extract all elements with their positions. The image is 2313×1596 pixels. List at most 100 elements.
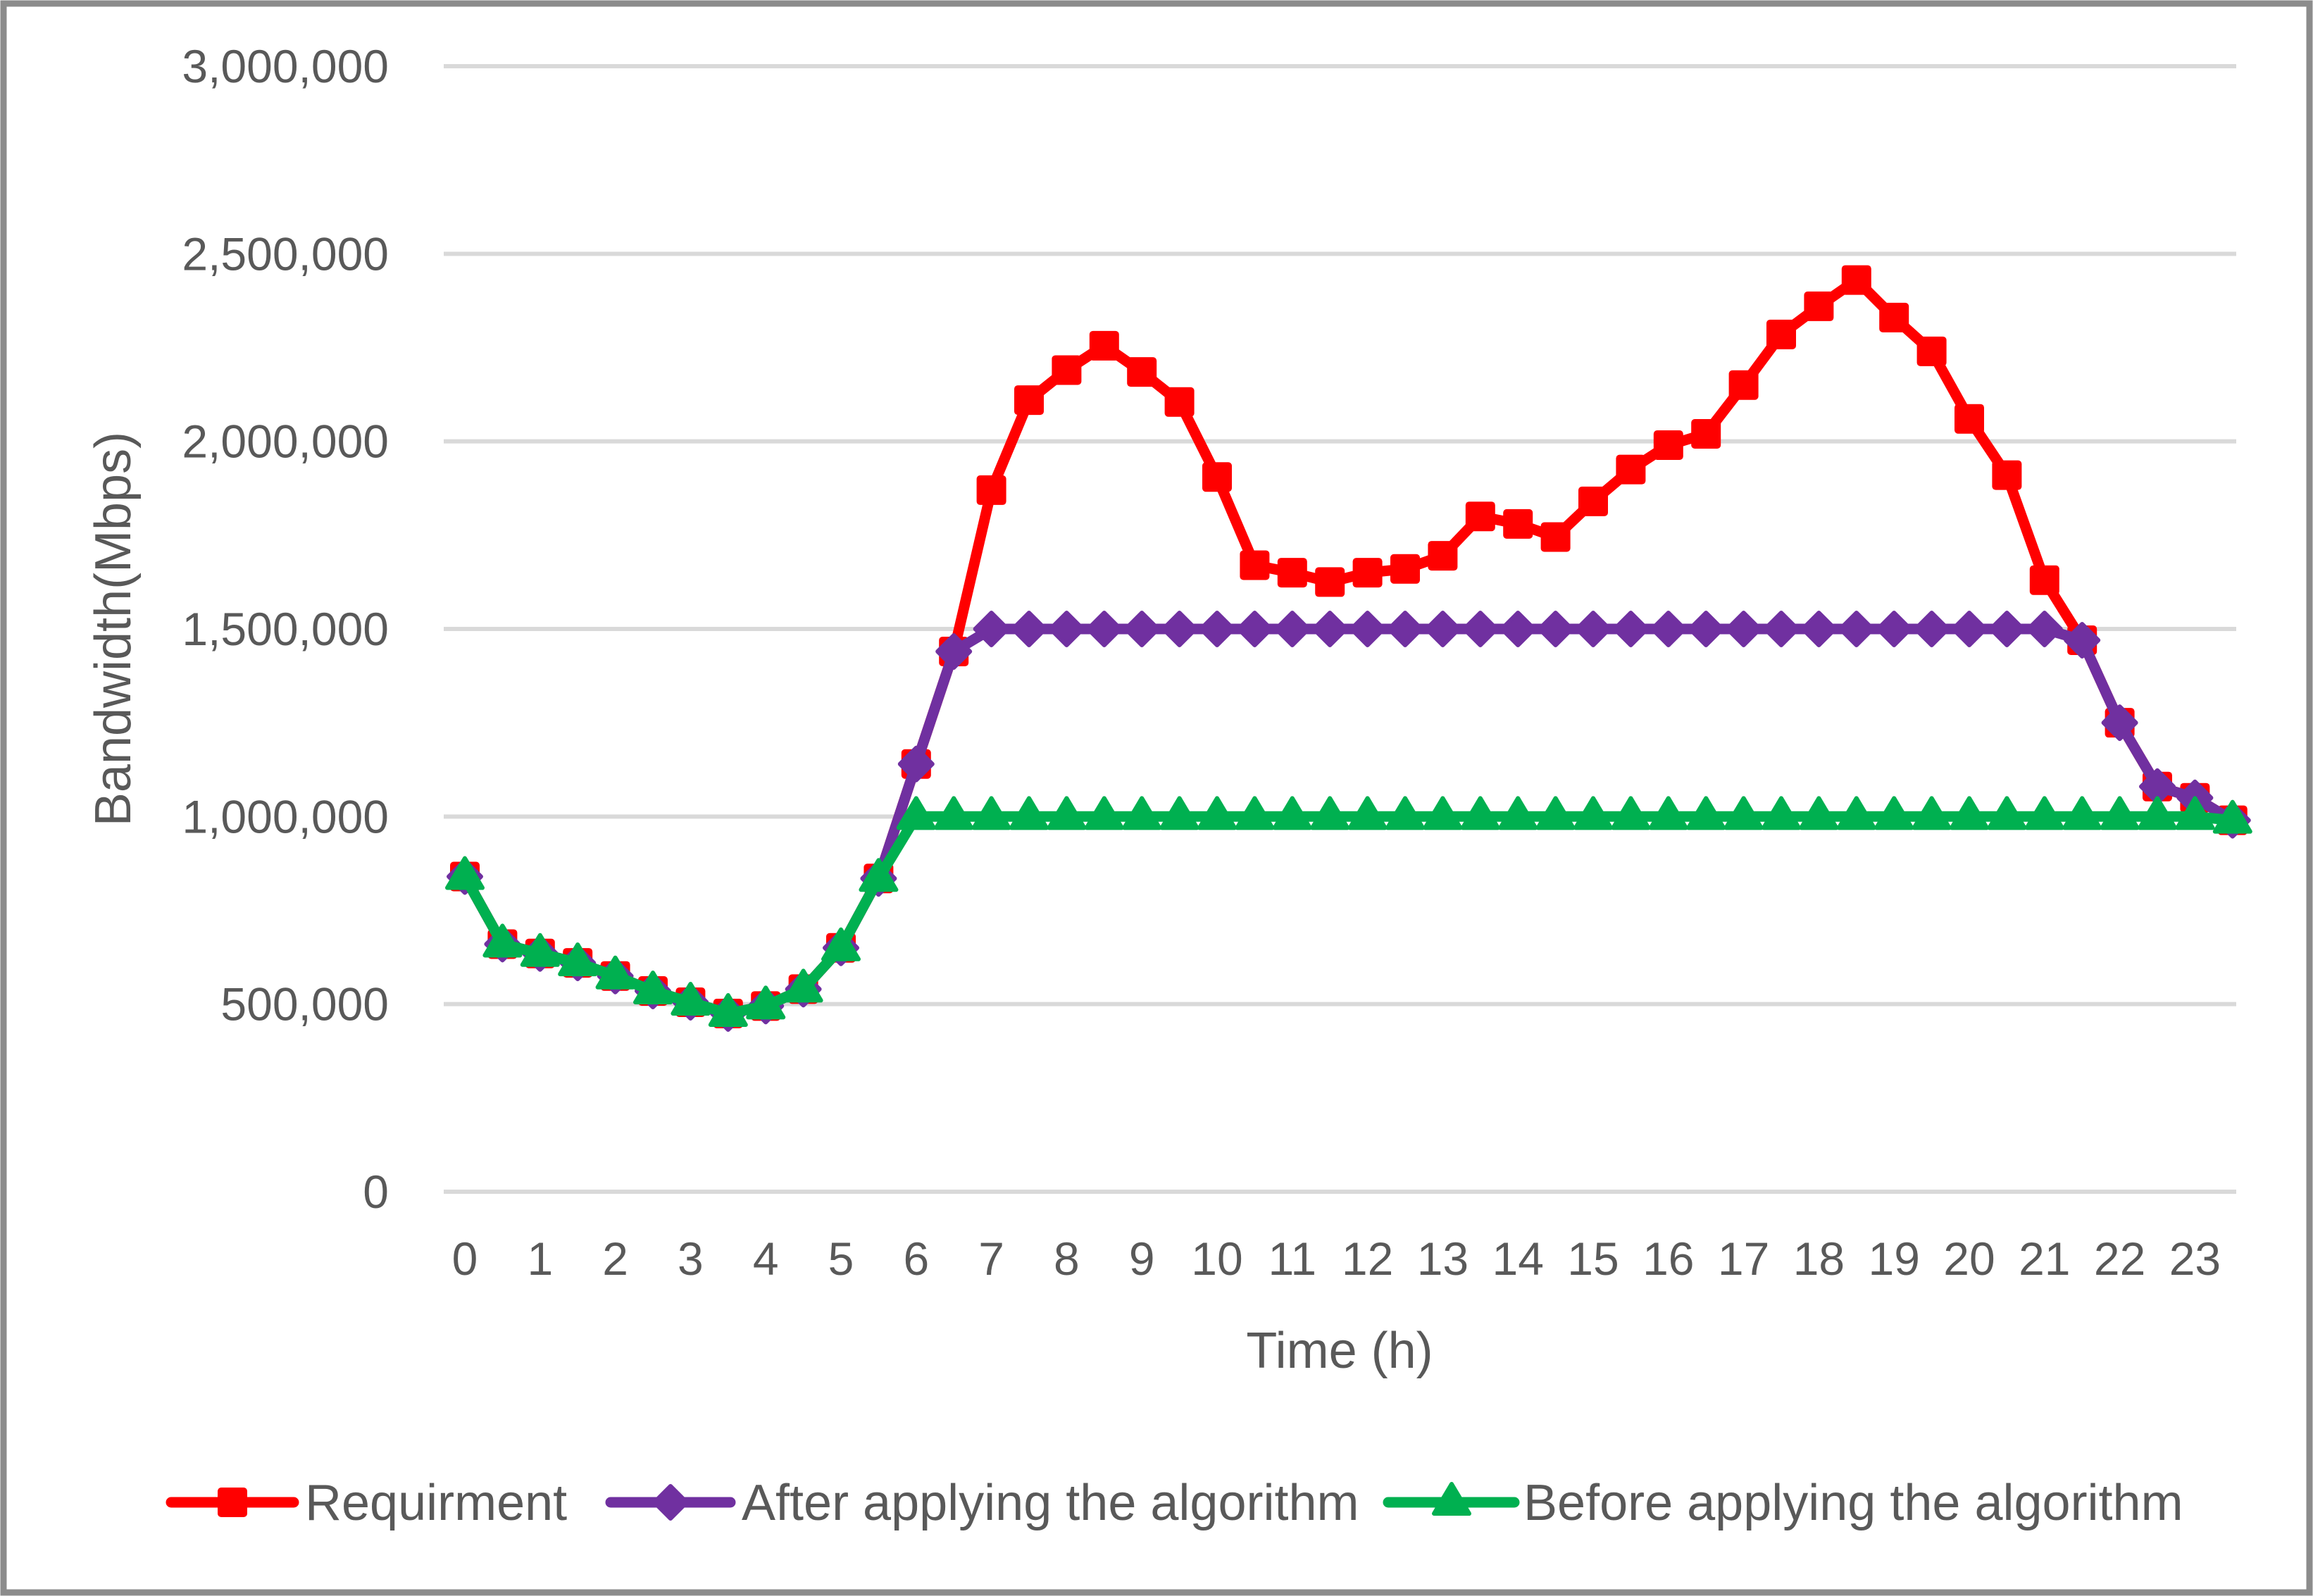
x-tick-label: 10 xyxy=(1191,1233,1242,1285)
square-marker xyxy=(1052,355,1082,385)
square-marker xyxy=(1766,319,1796,349)
diamond-marker xyxy=(2026,611,2063,647)
triangle-marker xyxy=(1498,796,1538,830)
x-axis-tick-labels: 0 1 2 3 4 5 6 7 8 9 10 11 12 13 14 15 16 17 18 19 20 21 22 23 xyxy=(452,1233,2221,1285)
triangle-marker xyxy=(2100,796,2140,830)
diamond-marker xyxy=(1199,611,1235,647)
diamond-marker xyxy=(2139,768,2176,805)
diamond-marker xyxy=(2064,621,2101,659)
square-marker xyxy=(1503,509,1533,539)
data-series xyxy=(445,265,2252,1032)
square-marker xyxy=(1390,554,1420,584)
diamond-marker xyxy=(1311,611,1349,647)
y-tick-label: 1,000,000 xyxy=(182,790,389,842)
diamond-marker xyxy=(935,632,973,670)
diamond-marker xyxy=(1085,611,1123,647)
x-tick-label: 11 xyxy=(1268,1233,1317,1285)
diamond-marker xyxy=(1913,611,1950,647)
x-tick-label: 9 xyxy=(1129,1233,1155,1285)
y-tick-label: 0 xyxy=(363,1166,389,1218)
square-marker xyxy=(1089,330,1119,361)
x-tick-label: 12 xyxy=(1342,1233,1393,1285)
diamond-marker xyxy=(897,745,935,783)
diamond-marker xyxy=(1838,611,1875,647)
triangle-marker xyxy=(445,856,485,890)
x-tick-label: 8 xyxy=(1054,1233,1080,1285)
square-marker xyxy=(1616,454,1646,485)
x-tick-label: 16 xyxy=(1642,1233,1694,1285)
triangle-marker xyxy=(1385,796,1425,830)
triangle-marker xyxy=(1799,796,1839,830)
triangle-marker xyxy=(2138,796,2177,830)
x-tick-label: 21 xyxy=(2019,1233,2070,1285)
x-tick-label: 2 xyxy=(602,1233,628,1285)
square-marker xyxy=(1653,430,1683,460)
x-tick-label: 14 xyxy=(1492,1233,1543,1285)
diamond-marker xyxy=(1461,611,1499,647)
triangle-marker xyxy=(2024,796,2064,830)
triangle-marker xyxy=(1423,796,1463,830)
square-marker xyxy=(1465,501,1495,532)
triangle-marker xyxy=(1197,796,1237,830)
triangle-marker xyxy=(2062,796,2102,830)
diamond-marker xyxy=(1988,611,2026,647)
y-axis-tick-labels: 0 500,000 1,000,000 1,500,000 2,000,000 2,500… xyxy=(182,40,389,1218)
triangle-marker xyxy=(2212,799,2252,834)
square-marker xyxy=(976,475,1006,505)
triangle-marker xyxy=(1047,796,1087,830)
triangle-marker xyxy=(821,927,861,961)
diamond-marker xyxy=(2101,704,2138,742)
diamond-marker xyxy=(1575,611,1611,647)
diamond-marker xyxy=(1876,611,1913,647)
y-tick-label: 2,500,000 xyxy=(182,227,389,280)
legend: Requirment After applying the algorithm Be… xyxy=(166,1475,2183,1531)
x-tick-label: 18 xyxy=(1793,1233,1845,1285)
diamond-marker xyxy=(1800,611,1838,647)
x-tick-label: 13 xyxy=(1417,1233,1469,1285)
diamond-marker xyxy=(1500,611,1537,647)
diamond-marker xyxy=(1951,611,1988,647)
x-tick-label: 7 xyxy=(978,1233,1004,1285)
x-tick-label: 6 xyxy=(903,1233,929,1285)
square-marker xyxy=(1352,558,1383,588)
triangle-marker xyxy=(746,985,786,1020)
x-tick-label: 20 xyxy=(1943,1233,1995,1285)
square-marker xyxy=(1164,387,1195,417)
triangle-marker xyxy=(1272,796,1312,830)
y-tick-label: 500,000 xyxy=(220,978,389,1030)
square-marker xyxy=(218,1488,247,1517)
square-marker xyxy=(1879,302,1909,332)
triangle-marker xyxy=(1122,796,1162,830)
square-marker xyxy=(1240,550,1270,580)
legend-item: Before applying the algorithm xyxy=(1383,1475,2183,1531)
triangle-marker xyxy=(1912,796,1952,830)
diamond-marker xyxy=(1424,611,1461,647)
x-tick-label: 3 xyxy=(678,1233,704,1285)
triangle-marker xyxy=(1686,796,1726,830)
triangle-marker xyxy=(1460,796,1500,830)
triangle-marker xyxy=(671,982,711,1016)
legend-label: Before applying the algorithm xyxy=(1523,1475,2183,1531)
triangle-marker xyxy=(2175,796,2215,830)
diamond-marker xyxy=(1123,611,1161,647)
y-axis-title: Bandwidth(Mbps) xyxy=(85,432,142,826)
diamond-marker xyxy=(1011,611,1047,647)
triangle-marker xyxy=(482,923,523,958)
x-tick-label: 5 xyxy=(828,1233,854,1285)
diamond-marker xyxy=(1688,611,1725,647)
series-before-applying-the-algorithm xyxy=(445,796,2252,1027)
triangle-marker xyxy=(1762,796,1801,830)
triangle-marker xyxy=(595,955,635,990)
triangle-marker xyxy=(971,796,1011,830)
square-marker xyxy=(1127,357,1157,387)
triangle-marker xyxy=(1432,1482,1471,1516)
triangle-marker xyxy=(1347,796,1388,830)
triangle-marker xyxy=(896,796,936,830)
y-tick-label: 3,000,000 xyxy=(182,40,389,92)
x-tick-label: 1 xyxy=(527,1233,553,1285)
x-axis-title: Time (h) xyxy=(1246,1323,1433,1379)
triangle-marker xyxy=(1573,796,1613,830)
diamond-marker xyxy=(973,611,1010,647)
square-marker xyxy=(1954,404,1984,434)
